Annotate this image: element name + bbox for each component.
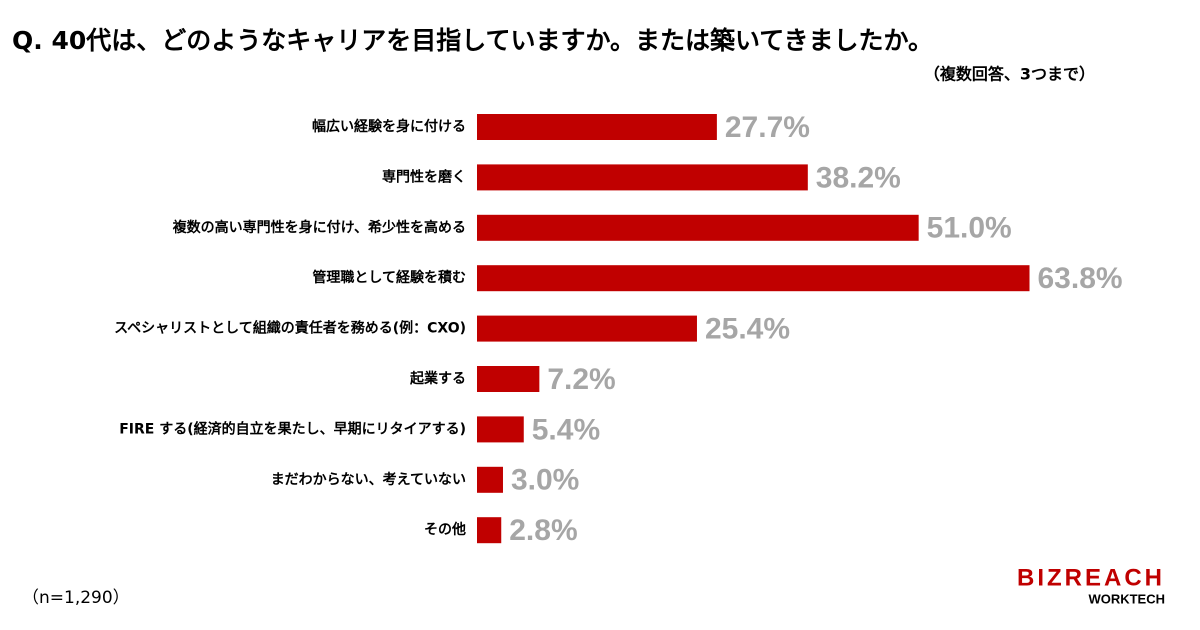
value-label: 51.0% — [927, 212, 1012, 245]
value-label: 3.0% — [511, 464, 579, 497]
bar — [477, 114, 717, 140]
brand-name: BIZREACH — [1017, 564, 1165, 591]
category-label: 幅広い経験を身に付ける — [312, 118, 466, 135]
category-label: FIRE する(経済的自立を果たし、早期にリタイアする) — [119, 420, 466, 437]
chart-subtitle: （複数回答、3つまで） — [924, 65, 1095, 84]
bar — [477, 517, 502, 544]
bar — [477, 315, 697, 342]
bar — [477, 265, 1030, 292]
value-label: 2.8% — [509, 514, 577, 547]
value-label: 38.2% — [816, 161, 901, 194]
bar — [477, 214, 919, 241]
value-label: 5.4% — [532, 413, 600, 446]
value-label: 25.4% — [705, 313, 790, 346]
category-label: まだわからない、考えていない — [271, 471, 466, 488]
category-label: その他 — [424, 521, 466, 538]
category-label: 管理職として経験を積む — [312, 269, 466, 286]
bar — [477, 416, 524, 443]
value-label: 27.7% — [725, 111, 810, 144]
category-label: 専門性を磨く — [382, 168, 466, 185]
category-label: スペシャリストとして組織の責任者を務める(例：CXO) — [114, 320, 466, 337]
bar — [477, 366, 540, 392]
chart-title: Q. 40代は、どのようなキャリアを目指していますか。または築いてきましたか。 — [12, 26, 933, 55]
sample-note: （n=1,290） — [22, 588, 130, 608]
brand-sub: WORKTECH — [1088, 591, 1165, 606]
value-label: 63.8% — [1038, 262, 1123, 295]
value-label: 7.2% — [547, 363, 615, 396]
bar — [477, 466, 503, 493]
category-label: 起業する — [409, 370, 466, 387]
category-label: 複数の高い専門性を身に付け、希少性を高める — [172, 219, 466, 236]
bar — [477, 164, 808, 191]
